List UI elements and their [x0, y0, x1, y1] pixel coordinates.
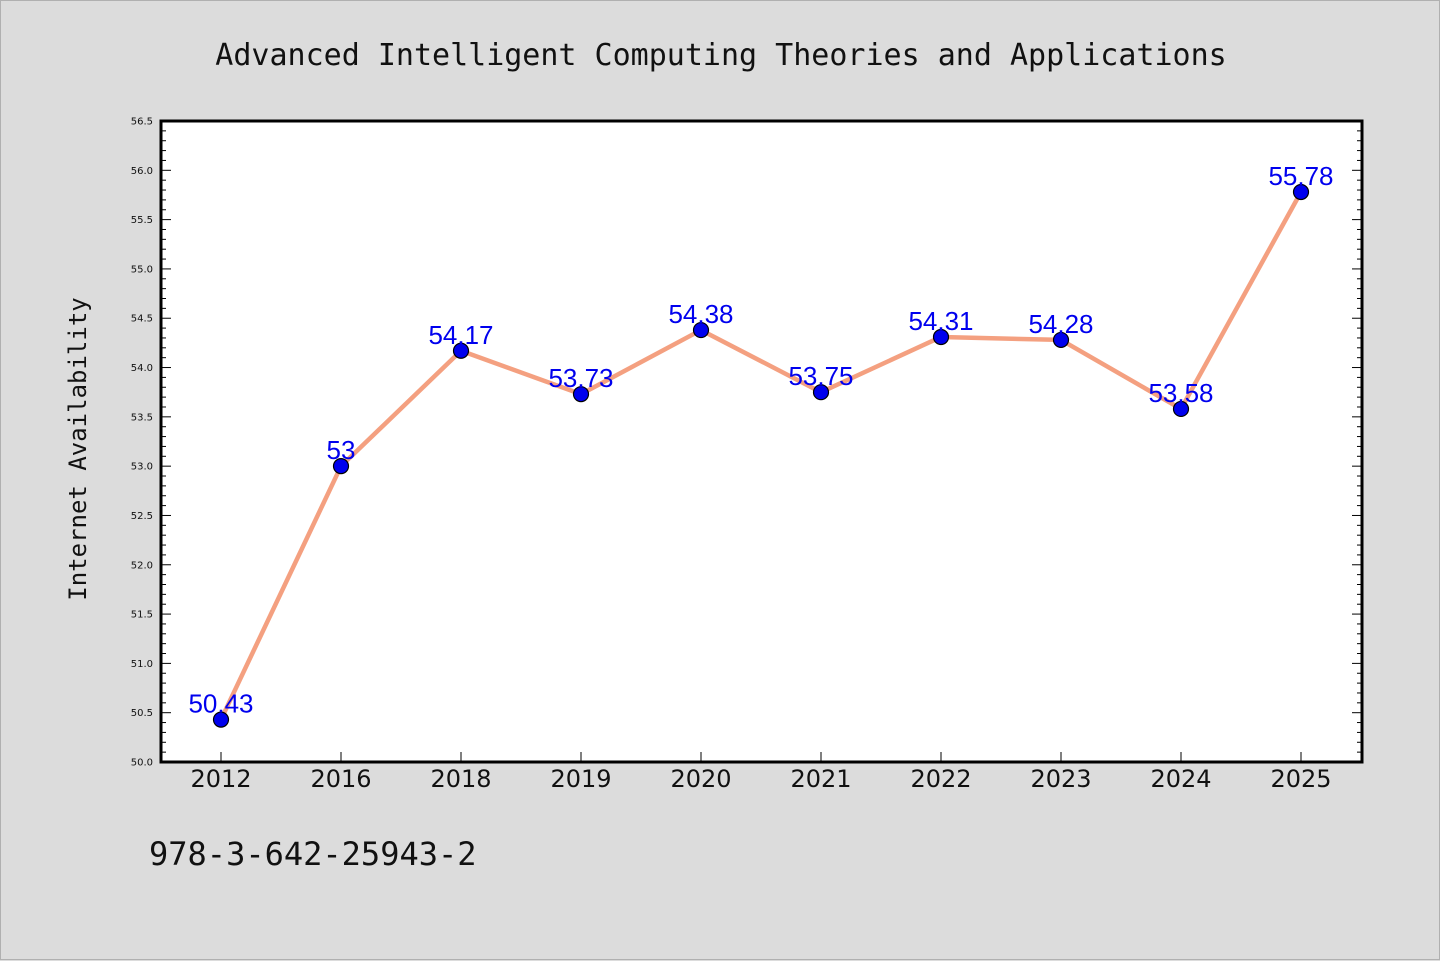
- x-tick-label: 2025: [1270, 765, 1331, 793]
- y-tick-label: 54.0: [131, 363, 153, 374]
- data-point: [1052, 331, 1070, 349]
- data-label: 53.58: [1148, 378, 1213, 408]
- data-point: [932, 328, 950, 346]
- data-point: [692, 321, 710, 339]
- y-tick-label: 52.5: [131, 511, 153, 522]
- x-tick-label: 2024: [1150, 765, 1211, 793]
- data-label: 54.28: [1028, 309, 1093, 339]
- y-tick-label: 51.5: [131, 610, 153, 621]
- y-axis-ticks: [161, 120, 1362, 763]
- y-axis-tick-labels: 50.0 50.5 51.0 51.5 52.0 52.5 53.0 53.5 54.0 54.5…: [131, 117, 153, 769]
- data-point: [332, 458, 350, 475]
- x-tick-label: 2022: [910, 765, 971, 793]
- y-tick-label: 51.0: [131, 659, 153, 670]
- x-tick-label: 2019: [550, 765, 611, 793]
- data-label: 54.31: [908, 306, 973, 336]
- y-tick-label: 50.5: [131, 708, 153, 719]
- y-tick-label: 53.5: [131, 412, 153, 423]
- data-label: 53.75: [788, 361, 853, 391]
- x-tick-label: 2020: [670, 765, 731, 793]
- data-label: 53: [327, 435, 356, 465]
- data-label: 54.38: [668, 299, 733, 329]
- data-point: [1292, 183, 1310, 201]
- y-tick-label: 56.5: [131, 117, 153, 128]
- x-axis-ticks: [220, 752, 1302, 762]
- data-labels: 50.43 53 54.17 53.73 54.38 53.75 54.31 54.28 53.…: [188, 161, 1333, 719]
- series-line: [218, 189, 1304, 722]
- x-tick-label: 2021: [790, 765, 851, 793]
- footnote-isbn: 978-3-642-25943-2: [149, 835, 477, 873]
- y-axis-label: Internet Availability: [64, 297, 92, 600]
- y-tick-label: 53.0: [131, 462, 153, 473]
- data-label: 55.78: [1268, 161, 1333, 191]
- data-label: 54.17: [428, 320, 493, 350]
- x-tick-label: 2012: [190, 765, 251, 793]
- x-axis-tick-labels: 2012 2016 2018 2019 2020 2021 2022 2023 2024 2025: [190, 765, 1331, 793]
- data-point: [452, 342, 470, 359]
- y-tick-label: 50.0: [131, 758, 153, 769]
- x-tick-label: 2023: [1030, 765, 1091, 793]
- x-tick-label: 2016: [310, 765, 371, 793]
- data-point: [212, 711, 230, 728]
- chart-title: Advanced Intelligent Computing Theories …: [215, 38, 1226, 73]
- y-tick-label: 52.0: [131, 560, 153, 571]
- data-point: [1172, 400, 1190, 418]
- data-point: [812, 384, 830, 401]
- plot-area: [159, 119, 1364, 764]
- data-point: [572, 386, 590, 403]
- y-tick-label: 56.0: [131, 166, 153, 177]
- y-tick-label: 54.5: [131, 314, 153, 325]
- data-label: 53.73: [548, 363, 613, 393]
- y-tick-label: 55.0: [131, 264, 153, 275]
- data-label: 50.43: [188, 689, 253, 719]
- x-tick-label: 2018: [430, 765, 491, 793]
- series-markers: [212, 183, 1310, 728]
- y-tick-label: 55.5: [131, 215, 153, 226]
